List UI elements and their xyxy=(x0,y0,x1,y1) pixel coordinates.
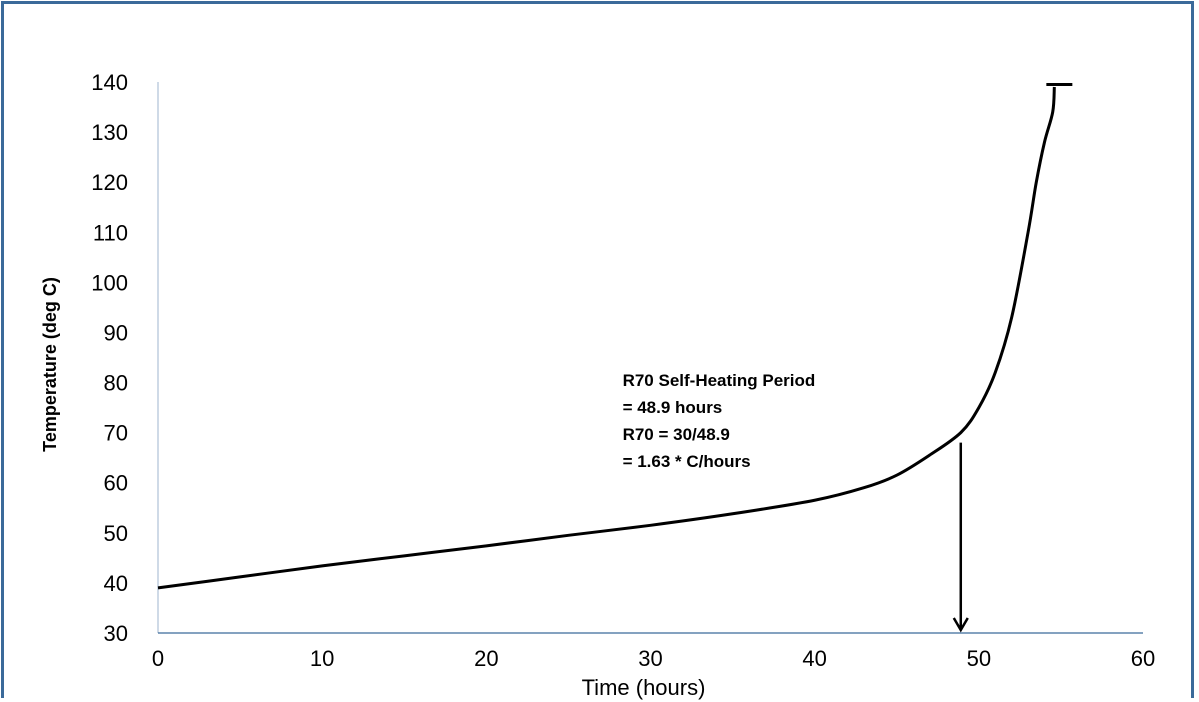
x-tick-label: 0 xyxy=(152,646,164,671)
y-tick-label: 90 xyxy=(104,320,128,345)
annotation-arrow-head xyxy=(952,617,969,633)
x-tick-label: 60 xyxy=(1131,646,1155,671)
x-axis-ticks: 0 10 20 30 40 50 60 xyxy=(152,646,1155,671)
y-tick-label: 120 xyxy=(91,170,128,195)
x-tick-label: 30 xyxy=(638,646,662,671)
annotation-line: R70 Self-Heating Period xyxy=(623,371,816,390)
y-axis-title: Temperature (deg C) xyxy=(40,277,60,452)
annotation-text: R70 Self-Heating Period = 48.9 hours R70 =… xyxy=(623,371,816,471)
annotation-line: = 1.63 * C/hours xyxy=(623,452,751,471)
y-axis-ticks: 30 40 50 60 70 80 90 100 110 120 130 140 xyxy=(91,70,128,646)
y-tick-label: 80 xyxy=(104,371,128,396)
y-tick-label: 40 xyxy=(104,571,128,596)
series-line xyxy=(157,86,1056,590)
x-tick-label: 20 xyxy=(474,646,498,671)
x-tick-label: 10 xyxy=(310,646,334,671)
annotation-line: R70 = 30/48.9 xyxy=(623,425,730,444)
y-tick-label: 100 xyxy=(91,270,128,295)
y-tick-label: 60 xyxy=(104,471,128,496)
y-tick-label: 30 xyxy=(104,621,128,646)
y-tick-label: 110 xyxy=(93,220,128,245)
y-tick-label: 70 xyxy=(104,421,128,446)
y-tick-label: 50 xyxy=(104,521,128,546)
y-tick-label: 130 xyxy=(91,120,128,145)
x-tick-label: 40 xyxy=(802,646,826,671)
y-tick-label: 140 xyxy=(91,70,128,95)
x-tick-label: 50 xyxy=(967,646,991,671)
x-axis-title: Time (hours) xyxy=(582,675,706,700)
annotation-line: = 48.9 hours xyxy=(623,398,723,417)
